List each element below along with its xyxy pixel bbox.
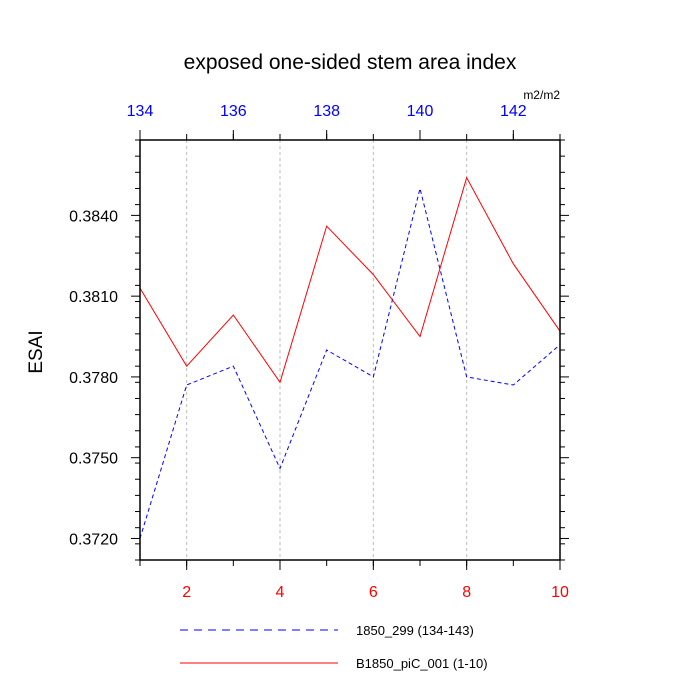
series-line-1: [139, 188, 561, 539]
legend-label-1: 1850_299 (134-143): [356, 623, 474, 638]
legend-label-2: B1850_piC_001 (1-10): [356, 656, 488, 671]
series-group: [139, 176, 561, 539]
units-label: m2/m2: [523, 88, 560, 102]
x-tick-label: 6: [369, 584, 378, 601]
y-tick-label: 0.3780: [69, 370, 118, 387]
x-tick-label: 10: [551, 584, 569, 601]
top-tick-label: 136: [220, 103, 247, 120]
top-tick-label: 142: [500, 103, 527, 120]
y-tick-label: 0.3810: [69, 289, 118, 306]
top-tick-label: 134: [127, 103, 154, 120]
series-line-2: [139, 176, 561, 384]
top-tick-label: 140: [407, 103, 434, 120]
x-tick-label: 2: [182, 584, 191, 601]
y-axis-label: ESAI: [26, 330, 47, 373]
axes: 0.3720 0.3750 0.3780 0.3810 0.3840 2 4 6 8 10 134 1…: [69, 103, 569, 601]
chart-title: exposed one-sided stem area index: [184, 51, 517, 74]
x-tick-label: 4: [276, 584, 285, 601]
gridlines: [186, 140, 468, 560]
x-tick-label: 8: [462, 584, 471, 601]
y-tick-label: 0.3840: [69, 208, 118, 225]
plot-frame: [139, 139, 561, 561]
top-tick-label: 138: [313, 103, 340, 120]
y-tick-label: 0.3720: [69, 531, 118, 548]
legend: 1850_299 (134-143) B1850_piC_001 (1-10): [180, 623, 488, 671]
y-tick-label: 0.3750: [69, 451, 118, 468]
